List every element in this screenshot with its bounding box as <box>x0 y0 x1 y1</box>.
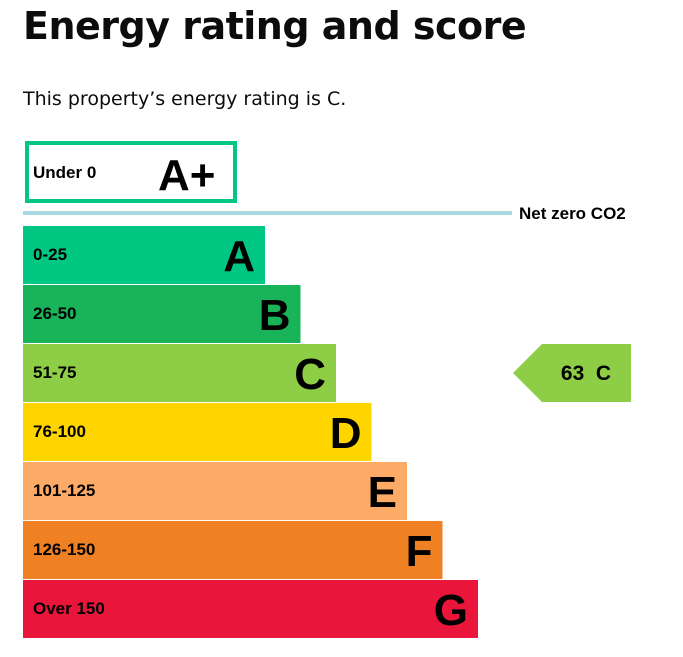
band-bar-d <box>23 403 372 461</box>
band-letter: A+ <box>158 151 215 200</box>
band-bar-g <box>23 580 478 638</box>
band-letter: D <box>330 409 362 458</box>
band-letter: E <box>368 468 397 517</box>
band-range-label: 126-150 <box>33 540 95 559</box>
band-bar-c <box>23 344 336 402</box>
current-rating-arrow <box>513 344 631 402</box>
band-range-label: 76-100 <box>33 422 86 441</box>
band-bar-f <box>23 521 443 579</box>
band-bar-e <box>23 462 407 520</box>
band-range-label: 51-75 <box>33 363 76 382</box>
band-range-label: Over 150 <box>33 599 105 618</box>
band-range-label: 26-50 <box>33 304 76 323</box>
band-bar-a <box>23 226 265 284</box>
band-letter: G <box>434 586 468 635</box>
band-a-plus-box <box>25 141 237 203</box>
band-letter: B <box>259 291 291 340</box>
rating-summary: This property’s energy rating is C. <box>23 88 347 110</box>
net-zero-label: Net zero CO2 <box>519 204 626 223</box>
band-range-label: Under 0 <box>33 163 96 182</box>
band-letter: A <box>223 232 255 281</box>
band-letter: F <box>406 527 433 576</box>
current-rating-label: 63 C <box>561 362 611 385</box>
band-range-label: 0-25 <box>33 245 67 264</box>
net-zero-line <box>23 211 512 215</box>
band-letter: C <box>294 350 326 399</box>
band-range-label: 101-125 <box>33 481 95 500</box>
page-title: Energy rating and score <box>23 4 527 48</box>
band-bar-b <box>23 285 301 343</box>
